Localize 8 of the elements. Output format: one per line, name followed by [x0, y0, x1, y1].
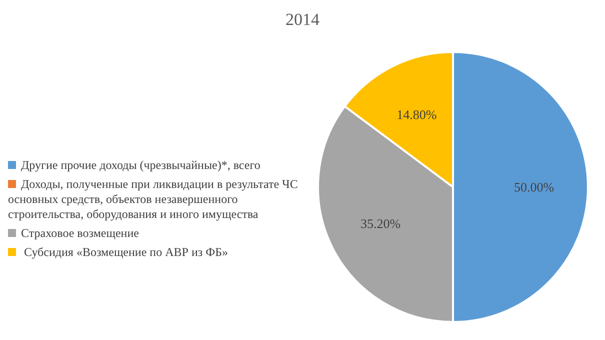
legend-label: Доходы, полученные при ликвидации в результате ЧС основных средств, объектов незавершенного строительства, оборудования и иного имущества — [8, 177, 298, 221]
legend-label: Другие прочие доходы (чрезвычайные)*, всего — [21, 158, 260, 172]
data-label: 35.20% — [360, 216, 401, 231]
legend-label: Субсидия «Возмещение по АВР из ФБ» — [23, 245, 228, 259]
data-label: 14.80% — [396, 107, 437, 122]
chart-title: 2014 — [284, 9, 320, 31]
data-label: 50.00% — [514, 180, 554, 194]
legend-label: Страховое возмещение — [21, 226, 139, 240]
